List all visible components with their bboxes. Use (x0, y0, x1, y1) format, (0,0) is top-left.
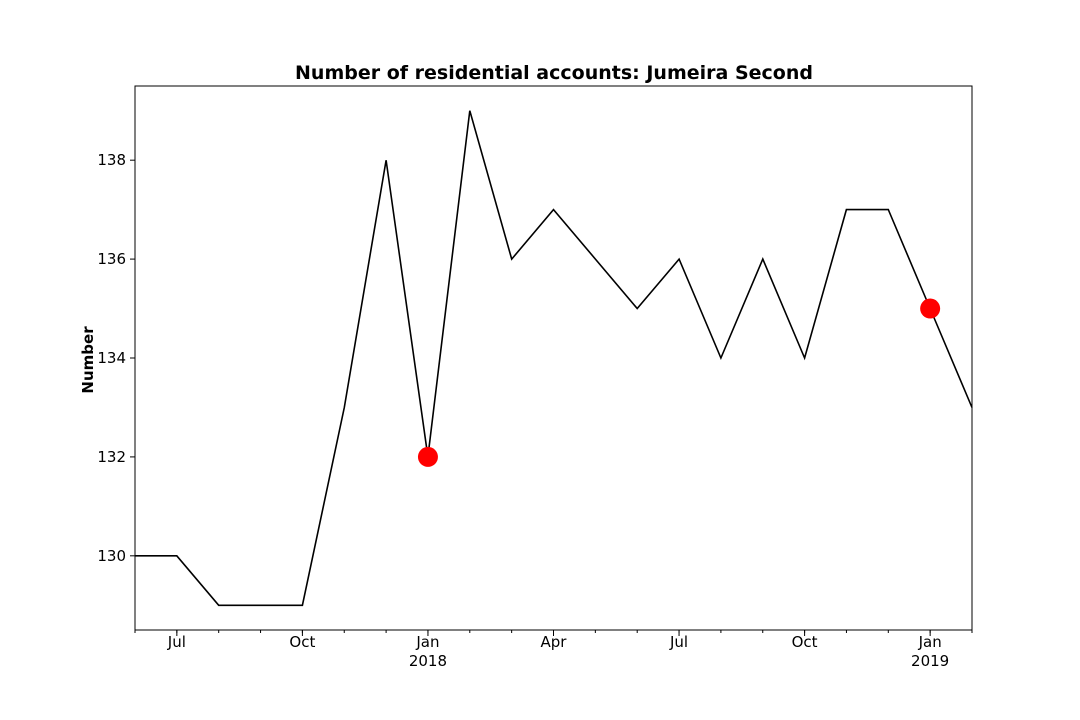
series-line (135, 110, 973, 607)
y-tick-label: 132 (97, 448, 126, 466)
x-tick-label: Oct (289, 633, 315, 651)
chart-title: Number of residential accounts: Jumeira … (295, 62, 813, 84)
y-tick-label: 130 (97, 547, 126, 565)
y-axis-label: Number (79, 326, 97, 394)
y-tick-label: 134 (97, 349, 126, 367)
x-tick-label: Apr (541, 633, 568, 651)
x-tick-label: Oct (792, 633, 818, 651)
x-year-label: 2018 (409, 652, 447, 670)
x-tick-label: Jan (415, 633, 439, 651)
y-tick-label: 136 (97, 250, 126, 268)
y-tick-label: 138 (97, 151, 126, 169)
x-tick-label: Jul (669, 633, 688, 651)
x-year-label: 2019 (911, 652, 949, 670)
highlight-point (417, 446, 438, 467)
axes-frame (134, 85, 973, 631)
highlight-point (920, 298, 941, 319)
x-tick-label: Jan (918, 633, 942, 651)
x-tick-label: Jul (167, 633, 186, 651)
